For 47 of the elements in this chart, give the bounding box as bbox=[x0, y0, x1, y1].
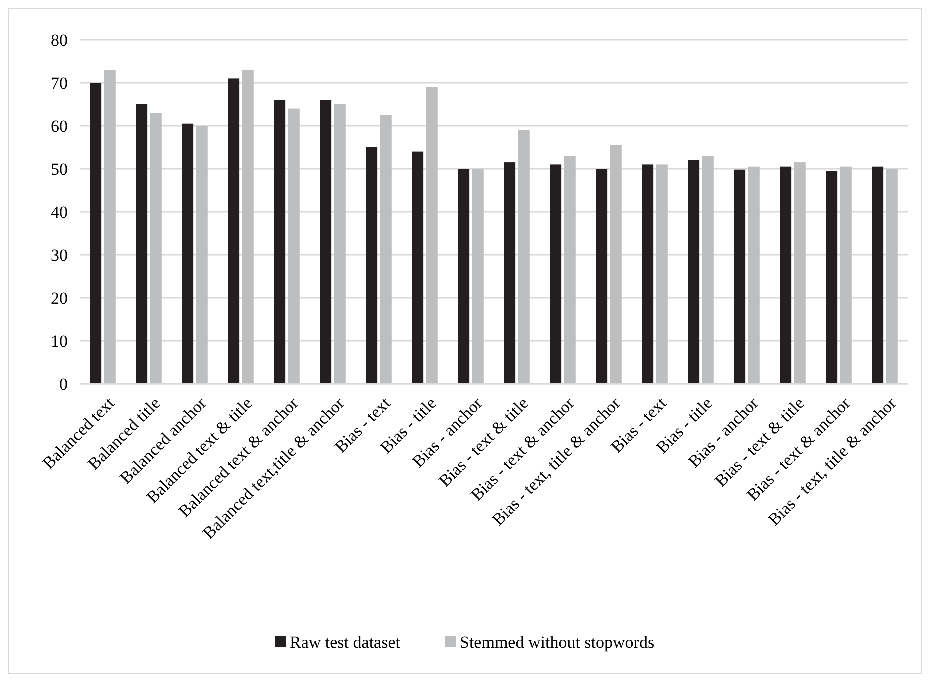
y-tick-label: 20 bbox=[51, 288, 68, 308]
bar bbox=[610, 145, 622, 384]
bar bbox=[596, 169, 608, 384]
bar bbox=[702, 156, 714, 384]
bar bbox=[412, 152, 424, 384]
bar bbox=[642, 164, 654, 384]
bar bbox=[734, 170, 746, 384]
bar bbox=[794, 162, 806, 384]
bar bbox=[780, 166, 792, 384]
y-tick-label: 60 bbox=[51, 116, 68, 136]
bar bbox=[182, 124, 194, 384]
legend-label: Raw test dataset bbox=[290, 632, 401, 652]
bar bbox=[150, 113, 162, 384]
bar bbox=[550, 164, 562, 384]
bar bbox=[564, 156, 576, 384]
bar bbox=[504, 162, 516, 384]
bar bbox=[458, 169, 470, 384]
bar bbox=[90, 83, 102, 384]
bar bbox=[656, 164, 668, 384]
bar bbox=[320, 100, 332, 384]
bar bbox=[196, 126, 208, 384]
bar bbox=[518, 130, 530, 384]
y-tick-label: 40 bbox=[51, 202, 68, 222]
bar bbox=[274, 100, 286, 384]
bar bbox=[334, 104, 346, 384]
bar bbox=[288, 108, 300, 384]
bar bbox=[840, 166, 852, 384]
bar bbox=[886, 169, 898, 384]
y-tick-label: 80 bbox=[51, 30, 68, 50]
y-tick-label: 70 bbox=[51, 74, 68, 93]
bar bbox=[242, 70, 254, 384]
bar bbox=[104, 70, 116, 384]
bar bbox=[826, 171, 838, 384]
bar bbox=[872, 166, 884, 384]
y-tick-label: 30 bbox=[51, 246, 68, 265]
bar bbox=[472, 169, 484, 384]
bar bbox=[228, 78, 240, 384]
legend-label: Stemmed without stopwords bbox=[460, 632, 655, 652]
bar bbox=[748, 166, 760, 384]
bar bbox=[366, 148, 378, 384]
y-tick-label: 50 bbox=[51, 160, 68, 179]
y-tick-label: 0 bbox=[60, 374, 68, 394]
bar bbox=[136, 104, 148, 384]
bar bbox=[426, 87, 438, 384]
bar bbox=[380, 115, 392, 384]
y-tick-label: 10 bbox=[51, 332, 68, 351]
bar bbox=[688, 160, 700, 384]
